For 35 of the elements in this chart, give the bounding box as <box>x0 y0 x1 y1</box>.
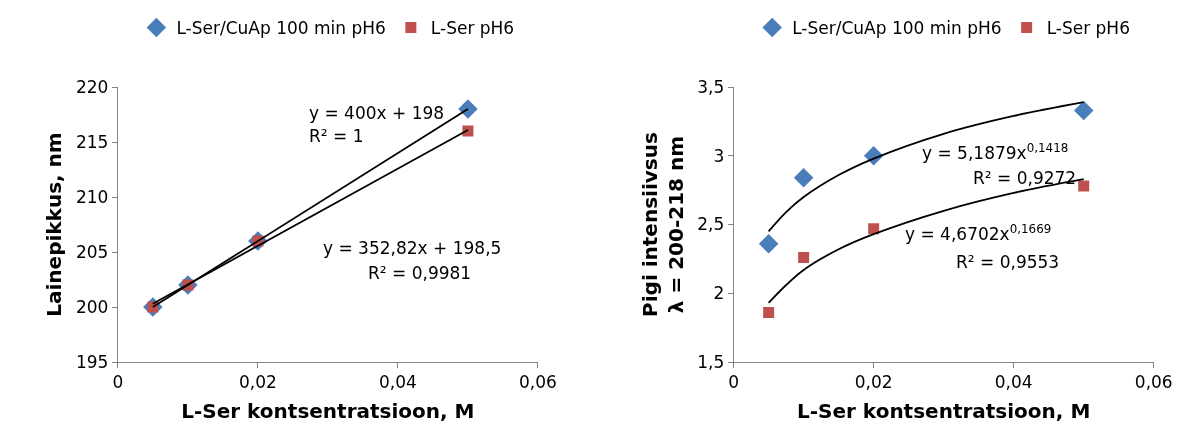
x-tick-label: 0,04 <box>994 372 1033 393</box>
y-tick-label: 220 <box>75 77 109 98</box>
y-tick-label: 1,5 <box>697 351 725 372</box>
legend-label: L-Ser/CuAp 100 min pH6 <box>176 18 386 39</box>
annotation: y = 400x + 198 <box>309 103 445 123</box>
x-tick-label: 0 <box>728 372 740 393</box>
y-tick-label: 195 <box>75 351 109 372</box>
annotation: R² = 0,9272 <box>973 168 1077 188</box>
x-tick-label: 0,04 <box>378 372 417 393</box>
y-axis-title: Lainepikkus, nm <box>42 132 67 317</box>
y-tick-label: 3,5 <box>697 77 725 98</box>
y-tick-label: 215 <box>75 132 109 153</box>
annotation: R² = 1 <box>309 126 364 146</box>
y-axis-title: Pigi intensiivsus λ = 200-218 nm <box>637 132 688 317</box>
legend-label: L-Ser pH6 <box>1046 18 1130 39</box>
y-tick-label: 205 <box>75 241 109 262</box>
annotation: y = 4,6702x$^{0,1669}$ <box>905 222 1052 245</box>
x-tick-label: 0,02 <box>854 372 893 393</box>
annotation: y = 352,82x + 198,5 <box>323 238 502 258</box>
legend-label: L-Ser pH6 <box>430 18 515 39</box>
y-tick-label: 3 <box>713 145 725 166</box>
annotation: R² = 0,9981 <box>368 263 472 283</box>
y-tick-label: 200 <box>75 296 109 317</box>
x-tick-label: 0,02 <box>238 372 277 393</box>
annotation: R² = 0,9553 <box>956 252 1060 272</box>
x-tick-label: 0 <box>112 372 124 393</box>
y-tick-label: 2,5 <box>697 214 725 235</box>
annotation: y = 5,1879x$^{0,1418}$ <box>922 141 1069 164</box>
x-axis-title: L-Ser kontsentratsioon, M <box>181 398 475 423</box>
x-axis-title: L-Ser kontsentratsioon, M <box>797 398 1091 423</box>
y-tick-label: 2 <box>713 283 725 304</box>
y-tick-label: 210 <box>75 187 109 207</box>
x-tick-label: 0,06 <box>519 372 557 393</box>
legend-label: L-Ser/CuAp 100 min pH6 <box>792 18 1002 39</box>
x-tick-label: 0,06 <box>1134 372 1173 393</box>
